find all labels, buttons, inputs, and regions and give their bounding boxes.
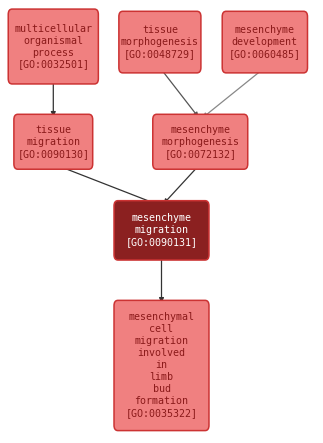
Text: mesenchyme
development
[GO:0060485]: mesenchyme development [GO:0060485] [229, 25, 301, 59]
Text: mesenchyme
migration
[GO:0090131]: mesenchyme migration [GO:0090131] [126, 214, 197, 247]
Text: multicellular
organismal
process
[GO:0032501]: multicellular organismal process [GO:003… [14, 23, 92, 70]
Text: tissue
morphogenesis
[GO:0048729]: tissue morphogenesis [GO:0048729] [121, 25, 199, 59]
FancyBboxPatch shape [8, 9, 99, 84]
Text: mesenchymal
cell
migration
involved
in
limb
bud
formation
[GO:0035322]: mesenchymal cell migration involved in l… [126, 312, 197, 419]
FancyBboxPatch shape [114, 300, 209, 431]
FancyBboxPatch shape [14, 114, 93, 169]
Text: mesenchyme
morphogenesis
[GO:0072132]: mesenchyme morphogenesis [GO:0072132] [161, 125, 239, 159]
Text: tissue
migration
[GO:0090130]: tissue migration [GO:0090130] [17, 125, 89, 159]
FancyBboxPatch shape [114, 201, 209, 260]
FancyBboxPatch shape [222, 12, 307, 73]
FancyBboxPatch shape [153, 114, 248, 169]
FancyBboxPatch shape [119, 12, 201, 73]
